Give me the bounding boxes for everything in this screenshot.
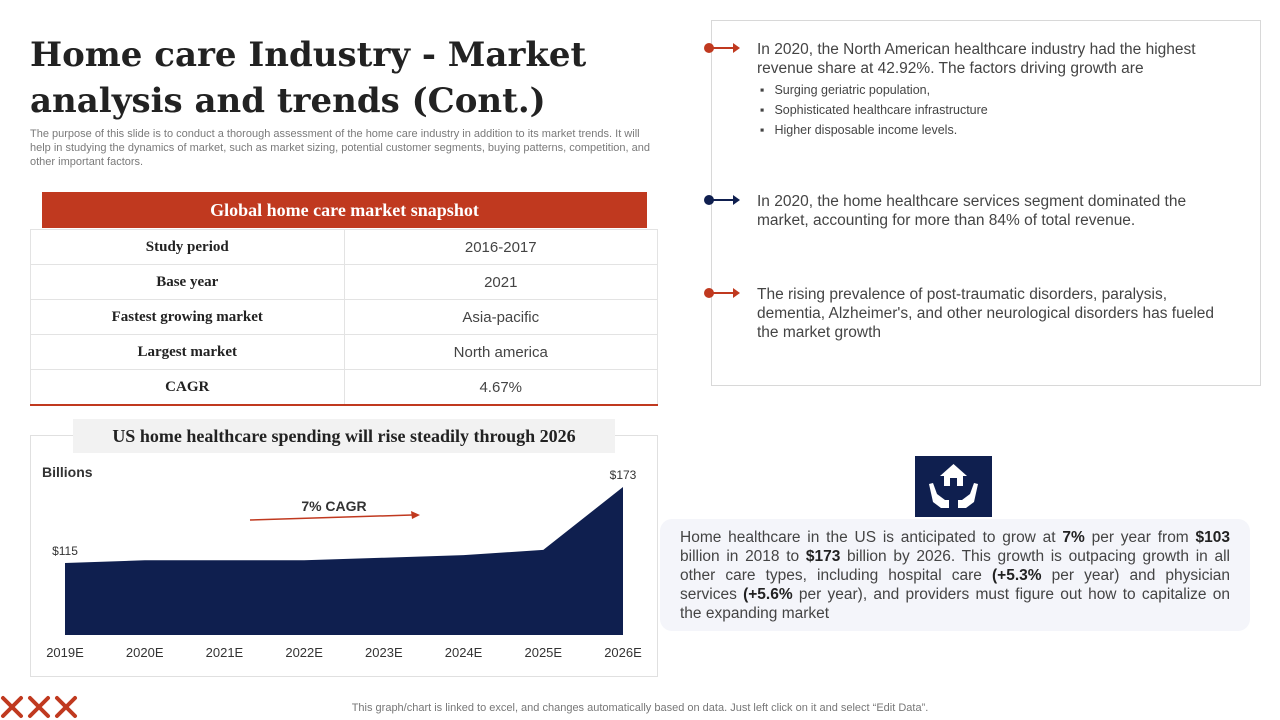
x-tick-label: 2024E (445, 645, 483, 660)
area-series (65, 487, 623, 635)
x-tick-label: 2023E (365, 645, 403, 660)
table-cell-label: CAGR (30, 369, 345, 406)
list-item: Surging geriatric population, (760, 80, 988, 100)
growth-text: per year) and physician services (680, 567, 1231, 603)
arrow-right-icon (733, 288, 740, 298)
footer-note: This graph/chart is linked to excel, and… (351, 702, 929, 714)
table-row: Largest market North america (30, 334, 658, 370)
table-row: Study period 2016-2017 (30, 229, 658, 265)
table-row: CAGR 4.67% (30, 369, 658, 406)
table-cell-value: Asia-pacific (343, 299, 658, 335)
arrow-right-icon (733, 43, 740, 53)
insight-marker-3 (704, 287, 742, 299)
list-item: Sophisticated healthcare infrastructure (760, 100, 987, 120)
snapshot-table: Study period 2016-2017 Base year 2021 Fa… (30, 229, 658, 406)
table-cell-label: Fastest growing market (30, 299, 345, 335)
cross-marks-logo (1, 696, 77, 718)
growth-text: per year from (1084, 529, 1196, 546)
data-label: $115 (52, 544, 78, 558)
insight-text-2: In 2020, the home healthcare services se… (757, 193, 1187, 229)
spending-area-chart: Billions 2019E 2020E 2021E 2022E 2023E 2024E 20… (42, 464, 642, 660)
insight-text-1: In 2020, the North American healthcare i… (757, 41, 1196, 77)
factor-list: Surging geriatric population, Sophistica… (760, 80, 988, 140)
marker-line (713, 47, 735, 49)
growth-text: billion in 2018 to (680, 548, 806, 565)
y-axis-label: Billions (42, 464, 93, 480)
insight-marker-1 (704, 42, 742, 54)
marker-line (713, 292, 735, 294)
marker-dot (704, 43, 714, 53)
table-cell-value: 2016-2017 (343, 229, 658, 265)
x-tick-label: 2025E (524, 645, 562, 660)
insight-text-3: The rising prevalence of post-traumatic … (757, 286, 1215, 341)
arrow-right-icon (411, 511, 420, 519)
growth-highlight: $173 (805, 548, 841, 565)
table-cell-label: Study period (30, 229, 345, 265)
table-cell-label: Base year (30, 264, 345, 300)
growth-summary: Home healthcare in the US is anticipated… (660, 519, 1250, 631)
data-label: $173 (610, 468, 637, 482)
marker-dot (704, 195, 714, 205)
table-cell-value: North america (343, 334, 658, 370)
table-cell-value: 2021 (343, 264, 658, 300)
insight-marker-2 (704, 194, 742, 206)
intro-text: The purpose of this slide is to conduct … (30, 128, 650, 168)
growth-text: billion by 2026. This growth is outpacin… (680, 548, 1230, 584)
growth-highlight: (+5.6% (743, 586, 793, 603)
x-tick-label: 2021E (206, 645, 244, 660)
page-title: Home care Industry - Market analysis and… (30, 35, 587, 121)
cagr-annotation: 7% CAGR (301, 498, 366, 514)
growth-highlight: $103 (1195, 529, 1230, 546)
growth-highlight: (+5.3% (992, 567, 1042, 584)
growth-highlight: 7% (1062, 529, 1085, 546)
growth-text: Home healthcare in the US is anticipated… (680, 529, 1063, 546)
table-row: Base year 2021 (30, 264, 658, 300)
x-tick-label: 2022E (285, 645, 323, 660)
chart-title: US home healthcare spending will rise st… (73, 419, 615, 453)
cagr-arrow-line (249, 514, 413, 521)
arrow-right-icon (733, 195, 740, 205)
growth-text: per year), and providers must figure out… (680, 586, 1230, 622)
home-care-hands-icon (915, 456, 992, 517)
list-item: Higher disposable income levels. (760, 120, 988, 140)
table-cell-label: Largest market (30, 334, 345, 370)
marker-line (713, 199, 735, 201)
x-tick-label: 2026E (604, 645, 642, 660)
snapshot-header: Global home care market snapshot (42, 192, 647, 228)
table-row: Fastest growing market Asia-pacific (30, 299, 658, 335)
marker-dot (704, 288, 714, 298)
x-tick-label: 2019E (46, 645, 84, 660)
x-tick-label: 2020E (126, 645, 164, 660)
table-cell-value: 4.67% (343, 369, 658, 406)
